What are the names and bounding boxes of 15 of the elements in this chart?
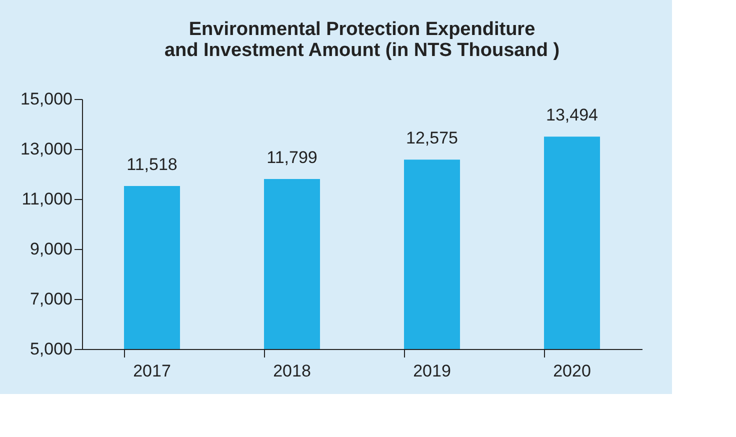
data-label: 13,494 <box>546 106 598 125</box>
y-tick-label: 15,000 <box>20 90 72 108</box>
x-tick-label: 2017 <box>133 362 171 380</box>
data-label: 11,799 <box>266 148 318 168</box>
x-tick-label: 2018 <box>273 362 311 380</box>
x-tick-label: 2019 <box>413 362 451 380</box>
y-tick-label: 7,000 <box>30 290 72 308</box>
data-label: 11,518 <box>126 155 178 174</box>
y-tick-label: 11,000 <box>22 190 72 208</box>
chart-title: Environmental Protection Expenditure and Investment Amount (in NTS Thousand ) <box>164 19 560 61</box>
y-tick-label: 5,000 <box>30 340 72 358</box>
x-tick-label: 2020 <box>553 362 591 380</box>
y-tick-label: 13,000 <box>20 140 72 158</box>
y-tick-label: 9,000 <box>30 240 72 258</box>
data-label: 12,575 <box>406 128 458 148</box>
